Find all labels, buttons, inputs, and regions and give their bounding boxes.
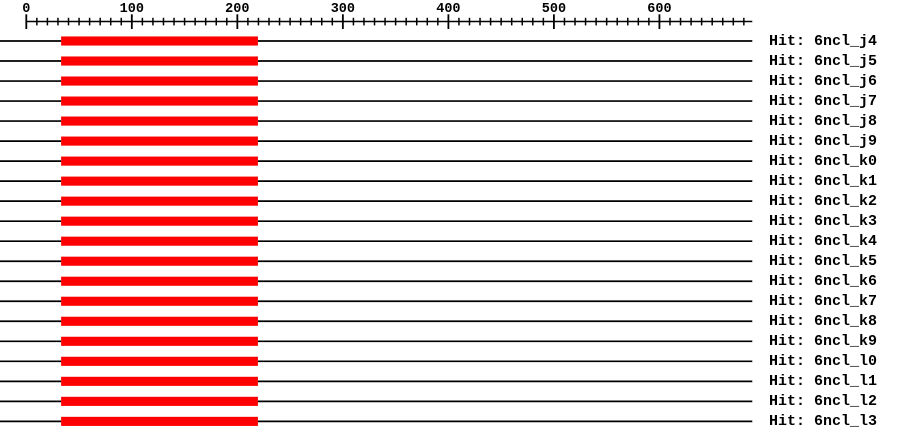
svg-text:400: 400 [436,2,460,17]
svg-text:500: 500 [542,2,566,17]
svg-text:200: 200 [225,2,249,17]
svg-text:100: 100 [120,2,144,17]
svg-text:0: 0 [22,2,30,17]
svg-text:300: 300 [331,2,355,17]
svg-text:600: 600 [647,2,671,17]
